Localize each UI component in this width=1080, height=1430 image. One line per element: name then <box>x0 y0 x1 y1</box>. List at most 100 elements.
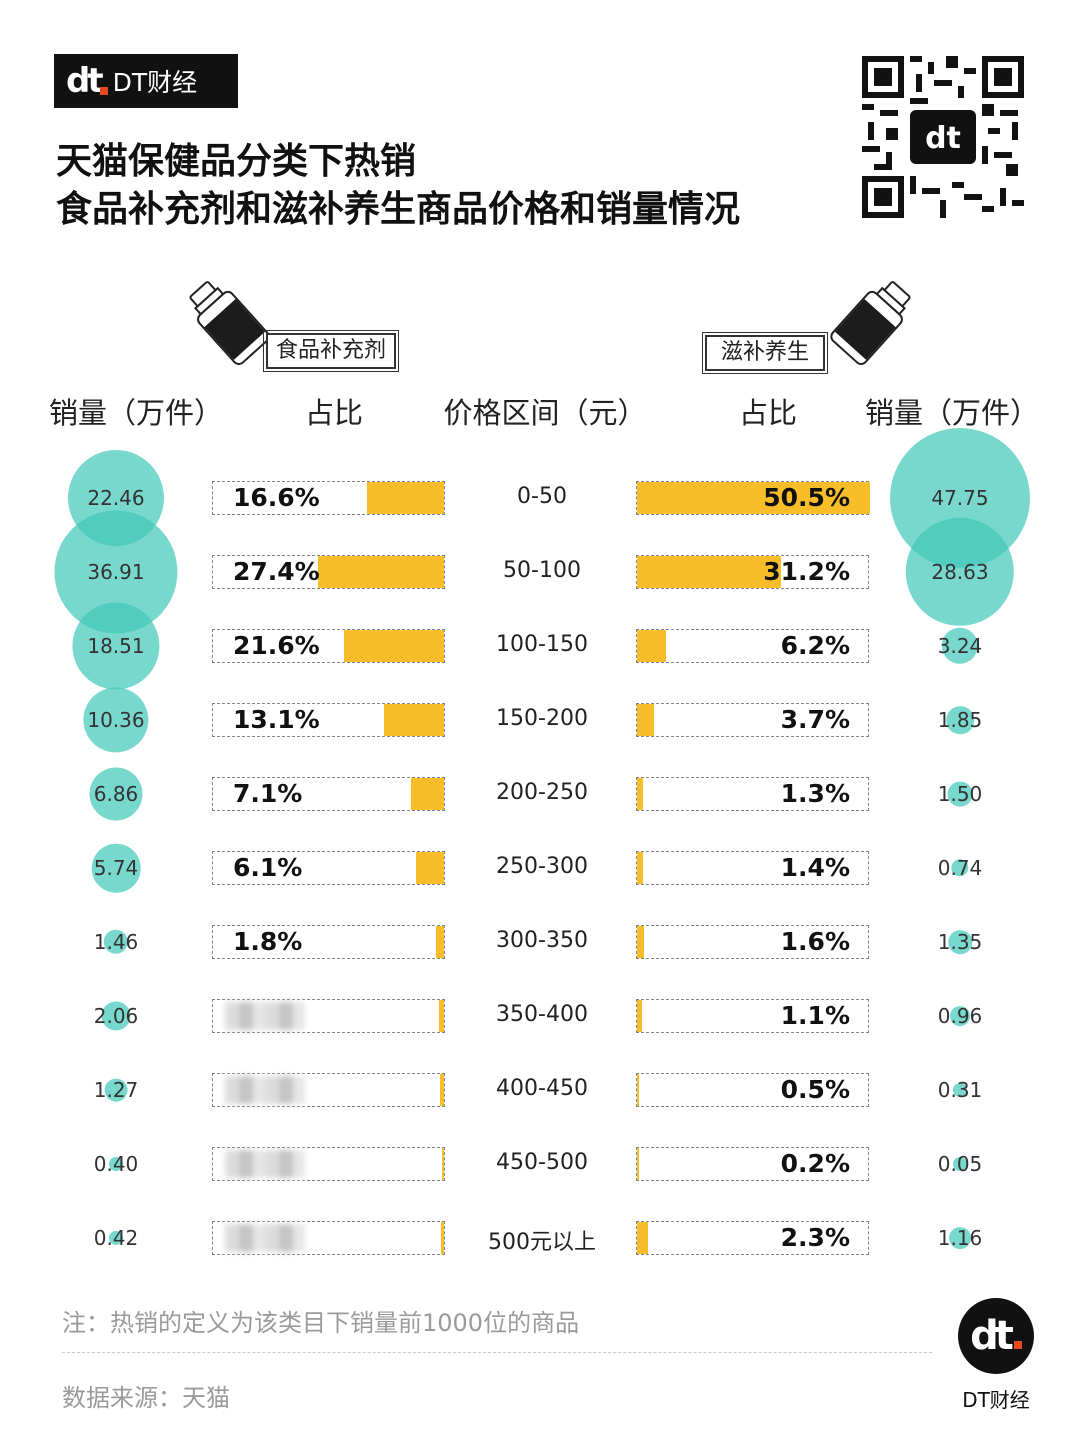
left-share-label: 7.1% <box>233 779 303 808</box>
right-sales-label: 1.35 <box>937 930 983 954</box>
left-sales-bubble <box>89 767 143 821</box>
right-sales-bubble <box>949 1227 971 1249</box>
right-category-label: 滋补养生 <box>702 332 828 374</box>
left-share-row: 1.8% <box>212 925 445 959</box>
right-share-row: 31.2% <box>636 555 869 589</box>
price-range-label: 400-450 <box>496 1076 588 1101</box>
right-sales-label: 1.50 <box>937 782 983 806</box>
left-share-row <box>212 999 445 1033</box>
price-range-label: 0-50 <box>517 484 567 509</box>
right-sales-bubble <box>941 627 979 665</box>
right-sales-label: 1.16 <box>937 1226 983 1250</box>
right-share-row: 0.5% <box>636 1073 869 1107</box>
chart-title: 天猫保健品分类下热销 食品补充剂和滋补养生商品价格和销量情况 <box>56 138 740 234</box>
right-share-label: 0.5% <box>780 1075 850 1104</box>
left-sales-label: 6.86 <box>93 782 139 806</box>
left-share-bar <box>441 1148 444 1180</box>
right-share-row: 1.1% <box>636 999 869 1033</box>
right-share-row: 1.6% <box>636 925 869 959</box>
footnote: 注：热销的定义为该类目下销量前1000位的商品 <box>62 1309 580 1337</box>
right-sales-bubble <box>953 1083 967 1097</box>
right-sales-header: 销量（万件） <box>864 396 1039 430</box>
left-category-label: 食品补充剂 <box>262 330 400 372</box>
left-share-label: 27.4% <box>233 557 320 586</box>
left-share-bar <box>367 482 444 514</box>
left-sales-bubble <box>103 929 129 955</box>
right-sales-bubble <box>905 517 1015 627</box>
left-share-row <box>212 1221 445 1255</box>
chart-title-line1: 天猫保健品分类下热销 <box>56 141 417 182</box>
right-share-row: 6.2% <box>636 629 869 663</box>
right-share-label: 2.3% <box>780 1223 850 1252</box>
right-share-header: 占比 <box>738 396 797 430</box>
left-sales-label: 5.74 <box>93 856 139 880</box>
right-share-bar <box>637 1074 640 1106</box>
right-share-label: 1.6% <box>780 927 850 956</box>
left-share-label: 6.1% <box>233 853 303 882</box>
left-share-bar <box>441 1222 444 1254</box>
right-share-row: 0.2% <box>636 1147 869 1181</box>
left-sales-label: 10.36 <box>87 708 145 732</box>
right-share-bar <box>637 482 870 514</box>
left-share-header: 占比 <box>304 396 363 430</box>
left-share-bar <box>435 926 444 958</box>
left-share-row: 7.1% <box>212 777 445 811</box>
left-sales-label: 2.06 <box>93 1004 139 1028</box>
left-share-bar <box>415 852 444 884</box>
right-sales-bubble <box>947 781 973 807</box>
left-sales-bubble <box>109 1157 123 1171</box>
redacted-share-label <box>225 1076 305 1104</box>
left-sales-bubble <box>91 843 141 893</box>
left-sales-bubble <box>104 1078 128 1102</box>
left-share-row: 6.1% <box>212 851 445 885</box>
right-share-bar <box>637 704 655 736</box>
right-share-label: 50.5% <box>763 483 850 512</box>
right-share-row: 1.3% <box>636 777 869 811</box>
right-sales-label: 0.31 <box>937 1078 983 1102</box>
right-share-bar <box>637 1000 643 1032</box>
left-share-row: 13.1% <box>212 703 445 737</box>
right-share-bar <box>637 630 666 662</box>
left-sales-label: 36.91 <box>87 560 145 584</box>
right-share-row: 2.3% <box>636 1221 869 1255</box>
right-sales-bubble <box>953 1157 967 1171</box>
left-share-bar <box>383 704 444 736</box>
dt-logo-icon: dt <box>958 1298 1034 1374</box>
price-range-header: 价格区间（元） <box>443 396 647 430</box>
redacted-share-label <box>225 1002 305 1030</box>
left-share-label: 16.6% <box>233 483 320 512</box>
data-source: 数据来源：天猫 <box>62 1384 230 1412</box>
price-range-label: 450-500 <box>496 1150 588 1175</box>
left-sales-bubble <box>109 1231 123 1245</box>
left-sales-label: 0.42 <box>93 1226 139 1250</box>
price-range-label: 500元以上 <box>488 1230 596 1255</box>
right-sales-label: 28.63 <box>931 560 989 584</box>
left-share-row <box>212 1147 445 1181</box>
left-share-row: 21.6% <box>212 629 445 663</box>
right-share-row: 3.7% <box>636 703 869 737</box>
price-range-label: 100-150 <box>496 632 588 657</box>
left-share-bar <box>440 1074 444 1106</box>
redacted-share-label <box>225 1224 305 1252</box>
right-share-label: 31.2% <box>763 557 850 586</box>
right-sales-label: 47.75 <box>931 486 989 510</box>
left-sales-label: 18.51 <box>87 634 145 658</box>
left-sales-label: 1.27 <box>93 1078 139 1102</box>
left-sales-bubble <box>72 602 160 690</box>
svg-text:dt: dt <box>925 121 961 156</box>
right-sales-label: 0.05 <box>937 1152 983 1176</box>
right-sales-bubble <box>946 706 974 734</box>
price-range-label: 200-250 <box>496 780 588 805</box>
left-share-row <box>212 1073 445 1107</box>
right-sales-label: 1.85 <box>937 708 983 732</box>
right-share-bar <box>637 778 643 810</box>
left-sales-label: 1.46 <box>93 930 139 954</box>
right-share-bar <box>637 1222 648 1254</box>
right-share-bar <box>637 852 644 884</box>
left-share-label: 1.8% <box>233 927 303 956</box>
price-range-label: 300-350 <box>496 928 588 953</box>
supplement-bottle-icon <box>189 281 270 365</box>
left-sales-label: 22.46 <box>87 486 145 510</box>
right-share-label: 1.1% <box>780 1001 850 1030</box>
brand-badge: dt DT财经 <box>54 54 238 108</box>
